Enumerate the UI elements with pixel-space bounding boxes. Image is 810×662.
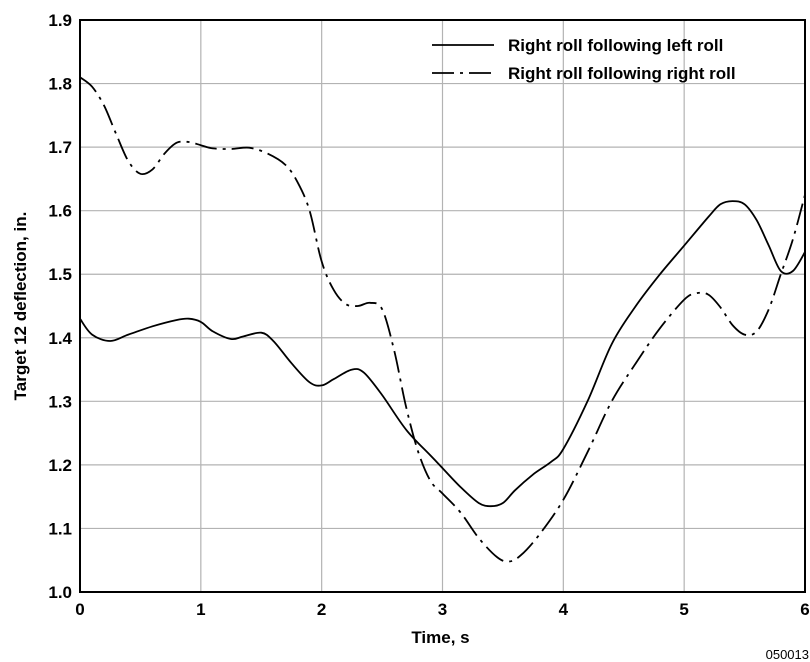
y-tick-label-9: 1.9: [48, 11, 72, 30]
y-tick-label-4: 1.4: [48, 329, 72, 348]
x-tick-label-5: 5: [679, 600, 688, 619]
series-line-1: [80, 76, 805, 563]
x-tick-labels: 0 1 2 3 4 5 6: [75, 600, 809, 619]
x-tick-label-0: 0: [75, 600, 84, 619]
series-line-0: [80, 200, 805, 508]
y-tick-label-3: 1.3: [48, 392, 72, 411]
y-tick-label-5: 1.5: [48, 265, 72, 284]
y-tick-label-1: 1.1: [48, 519, 72, 538]
y-tick-label-2: 1.2: [48, 456, 72, 475]
x-tick-label-3: 3: [438, 600, 447, 619]
plot-frame: [79, 19, 806, 593]
y-tick-label-0: 1.0: [48, 583, 72, 602]
x-tick-label-2: 2: [317, 600, 326, 619]
y-axis-title: Target 12 deflection, in.: [11, 212, 30, 401]
x-tick-label-1: 1: [196, 600, 205, 619]
y-tick-labels: 1.0 1.1 1.2 1.3 1.4 1.5 1.6 1.7 1.8 1.9: [48, 11, 72, 602]
legend-label-left-roll: Right roll following left roll: [508, 36, 723, 55]
y-tick-label-8: 1.8: [48, 75, 72, 94]
legend-label-right-roll: Right roll following right roll: [508, 64, 736, 83]
x-tick-label-6: 6: [800, 600, 809, 619]
y-tick-label-7: 1.7: [48, 138, 72, 157]
legend: Right roll following left roll Right rol…: [432, 36, 736, 83]
figure-id: 050013: [766, 647, 809, 662]
grid-lines: [79, 19, 806, 593]
x-tick-label-4: 4: [559, 600, 569, 619]
x-axis-title: Time, s: [411, 628, 469, 647]
series-layer: [80, 76, 805, 563]
y-tick-label-6: 1.6: [48, 202, 72, 221]
